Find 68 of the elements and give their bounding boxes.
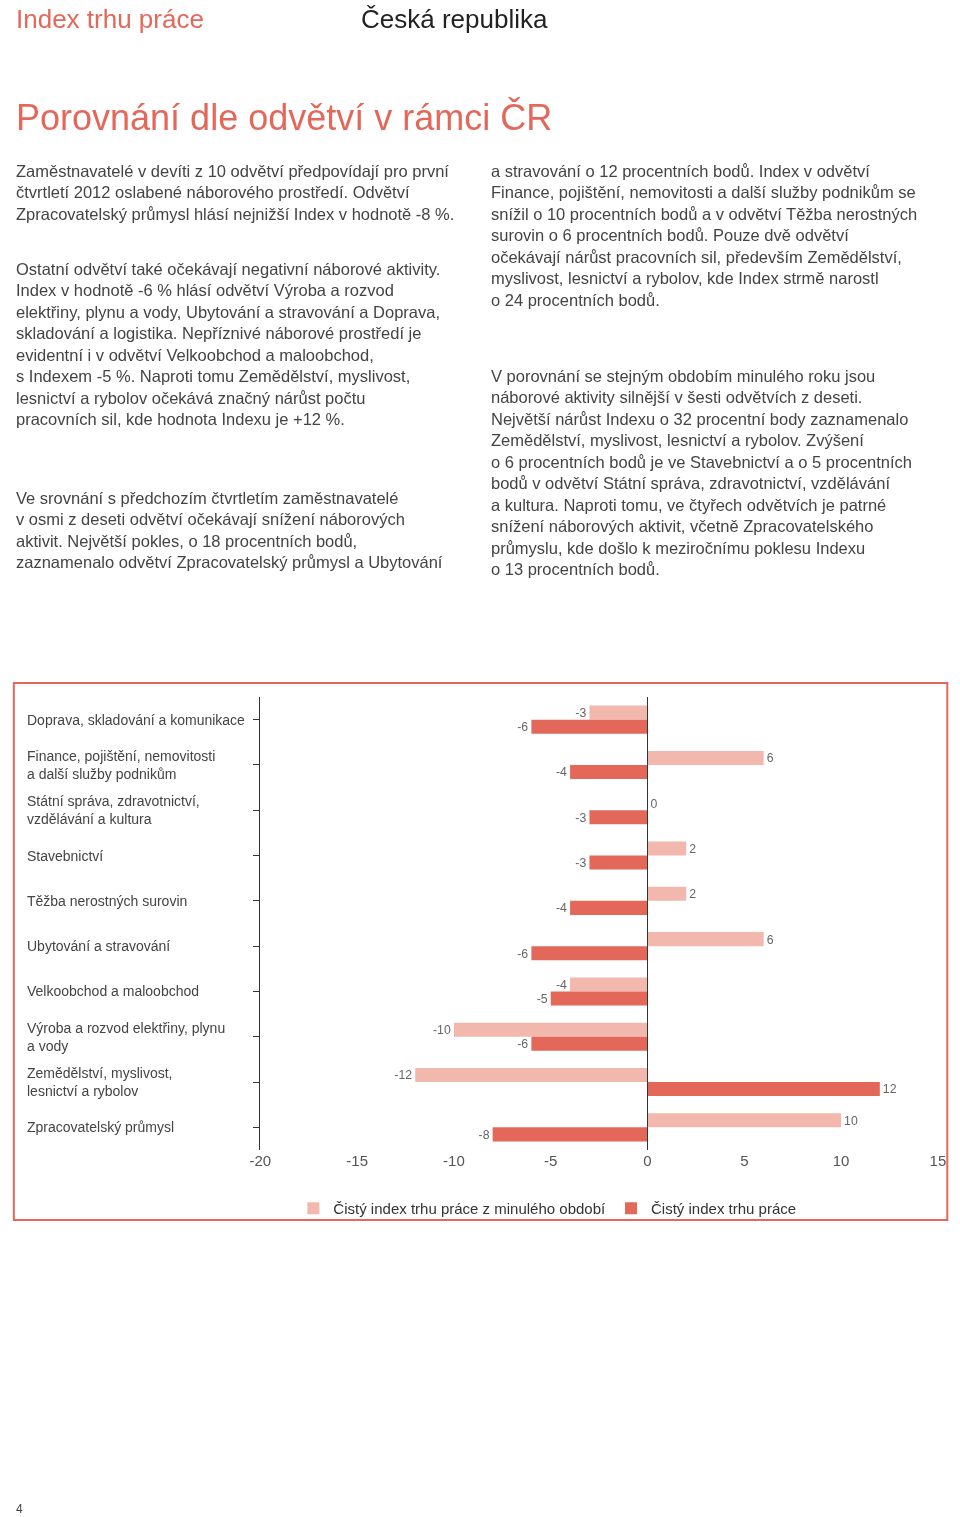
bar: [570, 977, 648, 992]
bar: [647, 750, 764, 765]
bar: [492, 1127, 648, 1142]
y-tick-label: Státní správa, zdravotnictví, vzdělávání a kultura: [27, 793, 200, 828]
y-tick-label: Zpracovatelský průmysl: [27, 1119, 175, 1135]
bar: [531, 1036, 648, 1051]
data-label: 6: [766, 932, 774, 947]
text: V porovnání se stejným obdobím minulého roku jsou náborové aktivity silnější v šesti odvětvích z deseti. Největší nárůst Indexu o 32 procentní body zaznamenalo Zemědělství, myslivost, lesnictví a rybolov. Zvýšení o 6 procentních bodů je ve Stavebnictví a o 5 procentních bodů v odvětví Státní správa, zdravotnictví, vzdělávání a kultura. Naproti tomu, ve čtyřech odvětvích je patrné snížení náborových aktivit, včetně Zpracovatelského průmyslu, kde došlo k meziročnímu poklesu Indexu o 13 procentních bodů.: [491, 367, 913, 579]
bar: [647, 932, 764, 947]
data-label: -4: [555, 977, 568, 992]
x-tick-label: -15: [346, 1152, 368, 1169]
bar: [531, 946, 648, 961]
bar: [531, 719, 648, 734]
data-label: -3: [575, 855, 587, 870]
y-tick-label: Doprava, skladování a komunikace: [27, 712, 246, 728]
y-tick-label: Finance, pojištění, nemovitosti a další služby podnikům: [27, 748, 216, 783]
data-label: -4: [555, 765, 568, 780]
bar: [570, 764, 648, 779]
x-tick-label: -10: [443, 1152, 465, 1169]
data-label: 12: [882, 1082, 897, 1097]
data-label: -8: [478, 1127, 490, 1142]
bar: [647, 841, 687, 856]
data-label: -6: [517, 720, 529, 735]
bar: [453, 1022, 648, 1037]
x-tick-label: -20: [249, 1152, 272, 1169]
data-label: -6: [517, 1037, 529, 1052]
text: 4: [16, 1502, 23, 1516]
data-label: 10: [844, 1113, 858, 1128]
x-tick-label: 0: [643, 1152, 652, 1169]
text: Česká republika: [361, 4, 548, 34]
y-tick-label: Stavebnictví: [27, 848, 104, 864]
y-tick-label: Výroba a rozvod elektřiny, plynu a vody: [27, 1020, 226, 1055]
text: Zaměstnavatelé v devíti z 10 odvětví předpovídají pro první čtvrtletí 2012 oslabené náborového prostředí. Odvětví Zpracovatelský průmysl hlásí nejnižší Index v hodnotě -8 %.: [16, 162, 455, 223]
y-tick-label: Těžba nerostných surovin: [27, 893, 188, 909]
bar: [647, 886, 687, 901]
legend-label: Čistý index trhu práce: [651, 1200, 797, 1218]
bar: [589, 705, 648, 720]
x-tick-label: 10: [832, 1152, 850, 1169]
data-label: 6: [766, 751, 774, 766]
bar: [647, 1113, 842, 1128]
data-label: 2: [689, 841, 697, 856]
bar: [589, 810, 648, 825]
data-label: 0: [650, 796, 658, 811]
bar: [647, 1082, 880, 1097]
chart-title: Porovnání dle odvětví v rámci ČR: [16, 97, 553, 138]
data-label: -4: [555, 901, 568, 916]
legend-label: Čistý index trhu práce z minulého období: [333, 1200, 607, 1218]
data-label: -10: [433, 1023, 451, 1038]
data-label: -6: [517, 946, 529, 961]
y-tick-label: Ubytování a stravování: [27, 938, 171, 954]
text: a stravování o 12 procentních bodů. Index v odvětví Finance, pojištění, nemovitosti a další služby podnikům se snížil o 10 procentních bodů a v odvětví Těžba nerostných surovin o 6 procentních bodů. Pouze dvě odvětví očekávají nárůst pracovních sil, především Zemědělství, myslivost, lesnictví a rybolov, kde Index strmě narostl o 24 procentních bodů.: [491, 162, 918, 309]
data-label: -3: [575, 706, 587, 721]
data-label: 2: [689, 887, 697, 902]
text: Ostatní odvětví také očekávají negativní náborové aktivity. Index v hodnotě -6 % hlásí odvětví Výroba a rozvod elektřiny, plynu a vody, Ubytování a stravování a Doprava, skladování a logistika. Nepříznivé náborové prostředí je evidentní i v odvětví Velkoobchod a maloobchod, s Indexem -5 %. Naproti tomu Zemědělství, myslivost, lesnictví a rybolov očekává značný nárůst počtu pracovních sil, kde hodnota Indexu je +12 %.: [16, 260, 441, 429]
data-label: -3: [575, 810, 587, 825]
bar: [570, 900, 648, 915]
x-tick-label: -5: [544, 1152, 558, 1169]
y-tick-label: Zemědělství, myslivost, lesnictví a rybolov: [27, 1065, 173, 1100]
x-tick-label: 5: [740, 1152, 749, 1169]
text: Index trhu práce: [16, 4, 204, 34]
bar: [589, 855, 648, 870]
x-tick-label: 15: [929, 1152, 947, 1169]
data-label: -12: [394, 1068, 413, 1083]
text: Ve srovnání s předchozím čtvrtletím zaměstnavatelé v osmi z deseti odvětví očekávají snížení náborových aktivit. Největší pokles, o 18 procentních bodů, zaznamenalo odvětví Zpracovatelský průmysl a Ubytování: [16, 489, 443, 572]
data-label: -5: [536, 991, 548, 1006]
bar: [550, 991, 648, 1006]
y-tick-label: Velkoobchod a maloobchod: [27, 983, 200, 999]
bar: [415, 1068, 648, 1083]
